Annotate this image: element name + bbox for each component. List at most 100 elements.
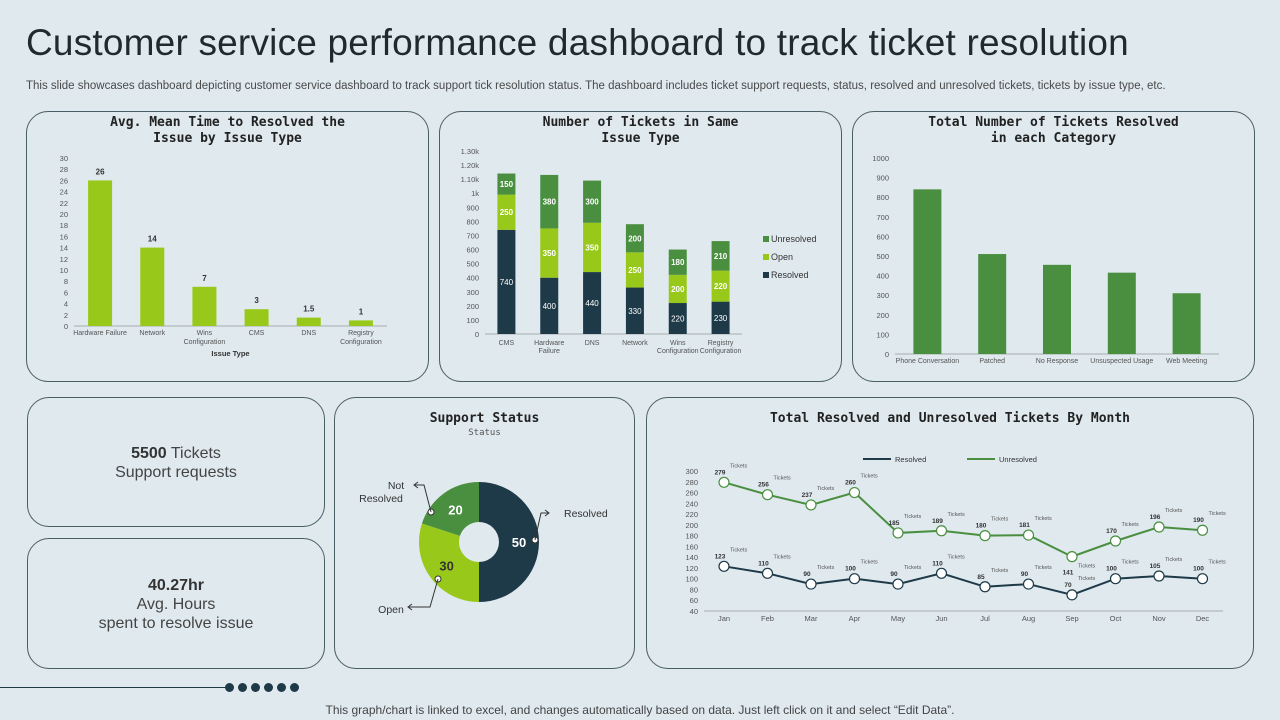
y-tick-label: 10 [60, 266, 68, 275]
by-month-chart[interactable]: 406080100120140160180200220240260280300J… [647, 398, 1253, 668]
y-tick-label: 26 [60, 176, 68, 185]
callout-label: Not [388, 480, 404, 492]
bar [1107, 272, 1136, 354]
x-tick-label: Dec [1196, 614, 1210, 623]
data-label: 200 [671, 285, 685, 294]
data-label: 3 [254, 296, 259, 305]
data-label: 440 [585, 299, 599, 308]
series-point [892, 527, 904, 539]
data-label: 100 [845, 566, 856, 573]
data-label: 237 [802, 492, 813, 499]
footer-note: This graph/chart is linked to excel, and… [325, 703, 955, 717]
y-tick-label: 1k [471, 189, 479, 198]
data-label: 250 [628, 266, 642, 275]
data-label: 380 [543, 198, 557, 207]
data-label: 189 [932, 518, 943, 525]
footer-dot [264, 683, 273, 692]
series-point [979, 581, 991, 593]
x-tick-label: Aug [1022, 614, 1035, 623]
hours-kpi-label2: spent to resolve issue [98, 615, 254, 632]
series-point [718, 476, 730, 488]
same-issue-panel: Number of Tickets in Same Issue Type 0 10… [439, 111, 842, 382]
y-tick-label: 900 [876, 174, 889, 183]
x-axis-title: Issue Type [211, 349, 249, 358]
data-label: 110 [758, 560, 769, 567]
footer-divider [0, 687, 230, 688]
bar-segment-resolved [497, 229, 516, 334]
x-tick-label: Registry [348, 330, 374, 337]
data-label: 1 [359, 307, 364, 316]
y-tick-label: 0 [64, 322, 68, 331]
bar-segment-open [583, 222, 602, 273]
data-label: 90 [1021, 571, 1029, 578]
pie-slice-open [419, 523, 479, 602]
series-line-unresolved [723, 481, 1203, 558]
series-point [935, 567, 948, 579]
resolved-category-chart[interactable]: 0 100 200 300 400 500 600 700 800 900 1000 Phone Co… [853, 112, 1254, 381]
series-point [1109, 535, 1122, 547]
y-tick-label: 0 [885, 350, 889, 359]
y-tick-label: 1.10k [461, 175, 480, 184]
data-label: 260 [845, 480, 856, 487]
series-point [1196, 573, 1209, 585]
y-tick-label: 60 [690, 596, 698, 605]
support-status-title: Support Status [429, 411, 540, 426]
bar [140, 247, 165, 326]
y-tick-label: 300 [466, 288, 479, 297]
series-point [935, 525, 948, 537]
legend-label: Open [771, 252, 793, 262]
data-label: 14 [148, 235, 157, 244]
bar-segment-unresolved [540, 174, 559, 229]
legend-swatch [763, 254, 769, 260]
data-label-suffix: Tickets [1078, 576, 1095, 582]
slice-label: 20 [448, 503, 462, 518]
data-label: 250 [500, 208, 514, 217]
x-tick-label: Mar [805, 614, 818, 623]
data-label: 26 [96, 167, 105, 176]
callout-line [534, 512, 548, 541]
data-label-suffix: Tickets [991, 517, 1008, 523]
data-label: 1.5 [303, 305, 315, 314]
series-point [805, 499, 817, 511]
x-tick-label: Nov [1152, 614, 1166, 623]
series-point [761, 567, 774, 579]
bar-segment-unresolved [497, 173, 516, 195]
data-label-suffix: Tickets [861, 474, 878, 480]
y-tick-label: 260 [685, 489, 698, 498]
callout-label: Resolved [359, 493, 403, 505]
y-tick-label: 8 [64, 277, 68, 286]
legend-label: Resolved [771, 270, 809, 280]
y-tick-label: 600 [876, 232, 889, 241]
bar-segment-open [540, 228, 559, 278]
data-label: 123 [715, 553, 726, 560]
x-tick-label: Apr [849, 614, 861, 623]
series-point [1022, 529, 1035, 541]
data-label: 180 [671, 258, 685, 267]
pie-slice-resolved [479, 482, 539, 602]
y-tick-label: 400 [876, 272, 889, 281]
legend-label: Unresolved [999, 455, 1037, 464]
series-point [1109, 573, 1122, 585]
y-tick-label: 4 [64, 300, 68, 309]
bar-segment-resolved [668, 303, 687, 334]
y-tick-label: 1.20k [461, 161, 480, 170]
x-tick-label: Configuration [657, 348, 699, 355]
y-tick-label: 1000 [872, 154, 889, 163]
data-label-suffix: Tickets [1078, 564, 1095, 570]
bar-segment-resolved [625, 287, 644, 334]
x-tick-label: CMS [249, 330, 265, 337]
series-point [805, 578, 817, 590]
y-tick-label: 12 [60, 255, 68, 264]
series-line-resolved [723, 565, 1203, 596]
data-label: 740 [500, 278, 514, 287]
same-issue-chart[interactable]: 0 100 200 300 400 500 600 700 800 900 1k 1.10k 1.20k… [440, 112, 841, 381]
series-point [718, 560, 730, 572]
y-tick-label: 80 [690, 585, 698, 594]
y-tick-label: 700 [876, 213, 889, 222]
callout-label: Resolved [564, 508, 608, 520]
data-label: 141 [1063, 570, 1074, 577]
data-label-suffix: Tickets [1035, 516, 1052, 522]
data-label-suffix: Tickets [774, 476, 791, 482]
